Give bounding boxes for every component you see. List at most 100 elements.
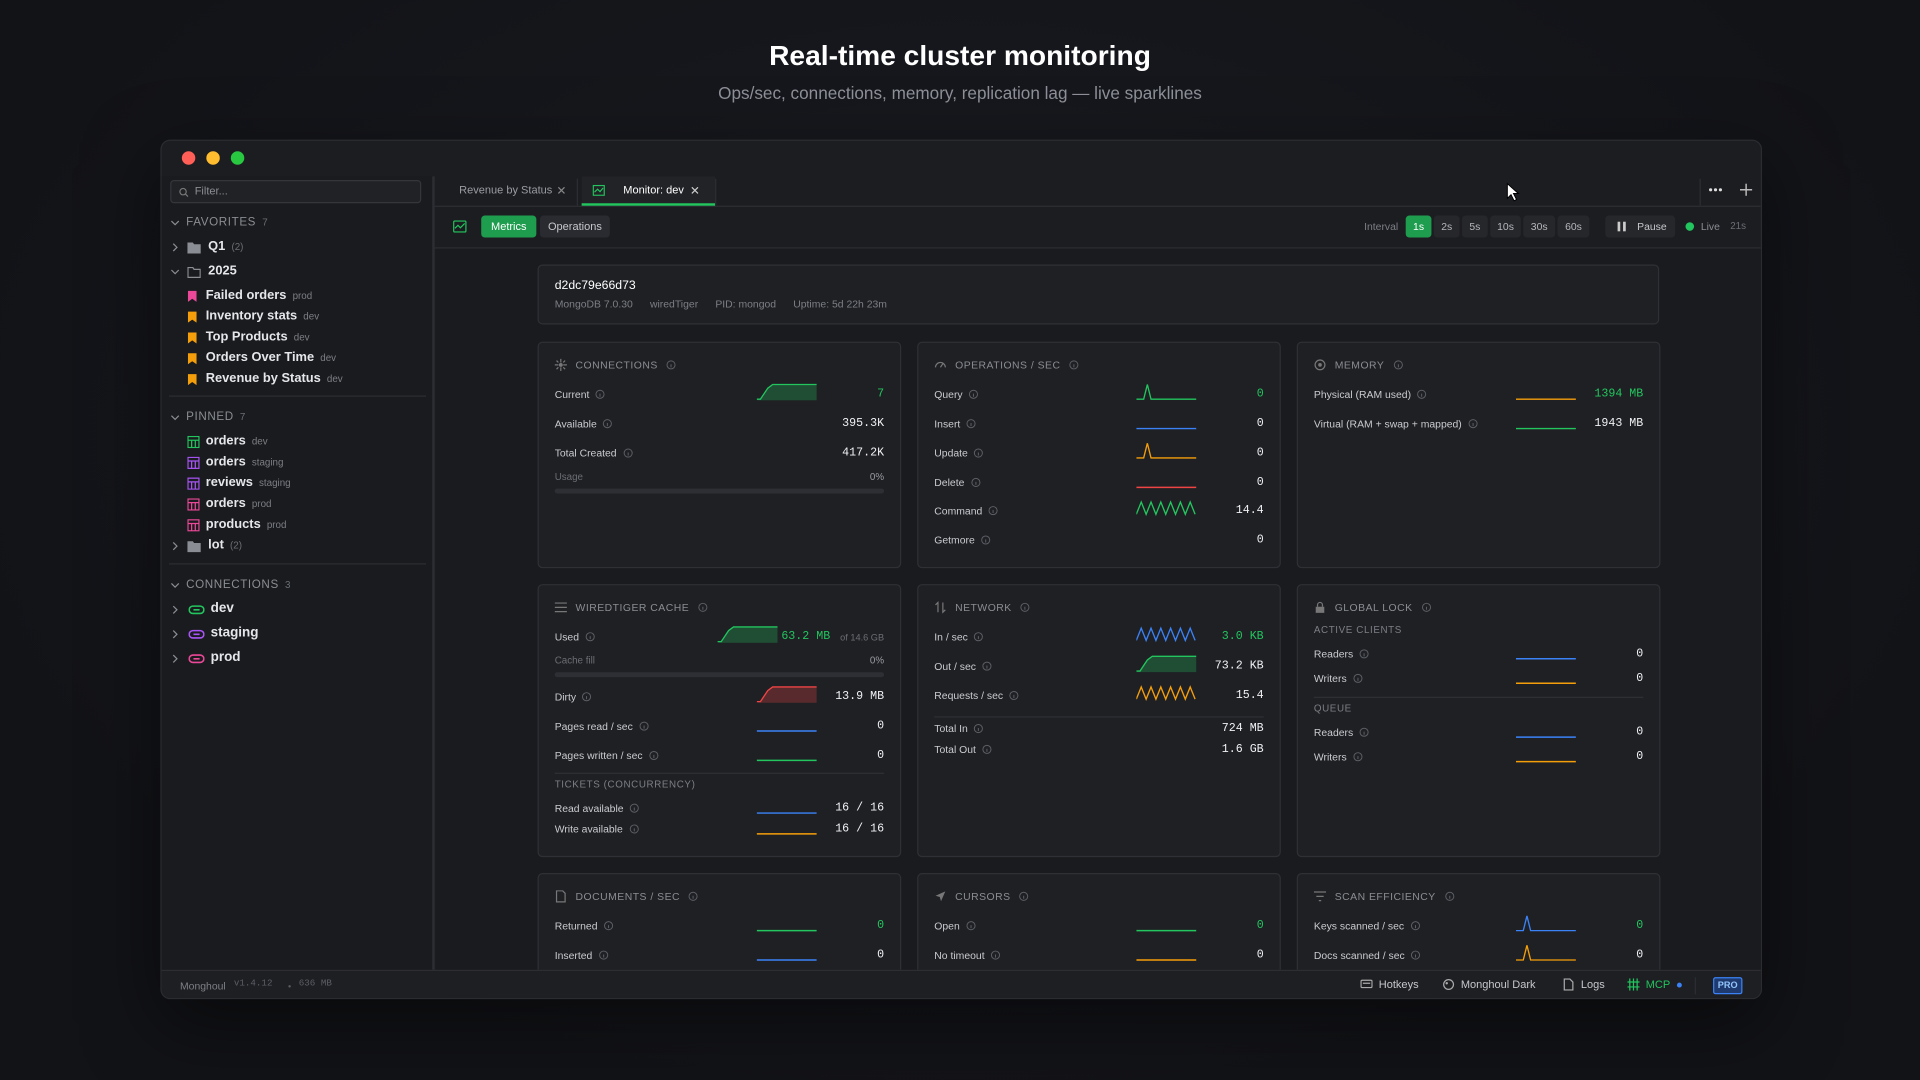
status-icon — [1443, 978, 1455, 991]
tab[interactable]: Revenue by Status — [459, 183, 553, 196]
interval-button[interactable]: 1s — [1405, 215, 1432, 238]
sidebar-item[interactable]: dev — [211, 601, 234, 616]
info-icon-part — [595, 389, 605, 399]
item-env: prod — [251, 498, 272, 510]
item-label: orders — [205, 454, 246, 469]
monitor-icon — [453, 220, 467, 233]
metric-value: 13.9 MB — [835, 689, 885, 703]
sidebar-item[interactable]: products prod — [206, 517, 287, 532]
metric-card: DOCUMENTS / SEC Returned 0 Inserted 0 — [537, 873, 902, 970]
sparkline-part — [1515, 915, 1576, 932]
chevron — [170, 583, 180, 589]
status-item[interactable]: Monghoul Dark — [1442, 978, 1536, 991]
metric-label: Available — [554, 417, 597, 430]
interval-button[interactable]: 2s — [1433, 215, 1460, 238]
sidebar-item[interactable]: prod — [211, 650, 241, 665]
sparkline — [756, 929, 817, 932]
metric-row-label: Current — [555, 388, 606, 400]
folder-row[interactable]: 2025 — [208, 263, 237, 278]
zoom-dot[interactable] — [230, 151, 245, 165]
status-item[interactable]: MCP — [1627, 978, 1682, 991]
live-label: Live — [1700, 220, 1720, 233]
metric-label: Write available — [554, 822, 623, 836]
metric-label: Getmore — [934, 533, 975, 547]
folder-row[interactable]: lot (2) — [208, 538, 242, 553]
sparkline-part — [1136, 656, 1197, 673]
sidebar-item[interactable]: staging — [211, 626, 259, 641]
status-label: Monghoul Dark — [1460, 978, 1536, 991]
info-icon-part — [982, 744, 992, 754]
sidebar-item[interactable]: orders staging — [206, 454, 284, 469]
sidebar-item[interactable]: Revenue by Status dev — [206, 371, 343, 386]
info-icon-part — [688, 891, 699, 901]
sidebar-item[interactable]: orders prod — [206, 496, 272, 511]
interval-button[interactable]: 30s — [1523, 215, 1556, 238]
window-controls — [181, 151, 245, 165]
minimize-dot[interactable] — [206, 151, 220, 165]
tab[interactable]: Monitor: dev — [623, 183, 684, 196]
info-icon-part — [666, 360, 676, 370]
status-dot — [1676, 982, 1682, 987]
item-env: dev — [326, 373, 343, 385]
sidebar-item[interactable]: reviews staging — [206, 475, 291, 490]
sparkline — [756, 383, 817, 401]
info-icon — [1020, 602, 1030, 612]
host-card: d2dc79e66d73 MongoDB 7.0.30 wiredTiger PID:… — [537, 264, 1660, 325]
status-item[interactable]: Logs — [1562, 978, 1605, 991]
info-icon — [623, 448, 633, 458]
item-label: Revenue by Status — [205, 371, 321, 386]
item-env: dev — [320, 352, 337, 364]
info-icon — [666, 360, 676, 370]
info-icon — [603, 419, 613, 429]
metric-label: Cache fill — [554, 655, 595, 667]
interval-button[interactable]: 60s — [1557, 215, 1590, 238]
card-divider — [934, 716, 1264, 718]
sidebar-item[interactable]: orders dev — [206, 433, 268, 448]
metric-row-label: Used — [555, 631, 595, 643]
sparkline — [756, 833, 817, 835]
metric-label: Inserted — [554, 948, 593, 962]
filter-input[interactable]: Filter... — [170, 180, 422, 204]
sidebar-item[interactable]: Top Products dev — [206, 329, 310, 344]
more-menu-part — [1713, 188, 1718, 192]
live-dot-part — [1685, 222, 1695, 231]
status-item[interactable]: Hotkeys — [1360, 978, 1419, 991]
interval-button[interactable]: 5s — [1462, 215, 1488, 238]
info-icon-part — [698, 602, 708, 612]
info-icon-part — [629, 824, 639, 834]
info-icon — [649, 750, 659, 761]
sidebar-item[interactable]: Failed orders prod — [206, 288, 312, 303]
view-toggle[interactable]: Metrics — [481, 215, 537, 238]
view-toggle[interactable]: Operations — [540, 215, 610, 238]
info-icon-part — [649, 750, 659, 761]
info-icon-part — [974, 448, 984, 458]
metric-label: Pages read / sec — [554, 720, 633, 733]
search-icon-part — [179, 187, 187, 196]
metric-value: 3.0 KB — [1221, 629, 1264, 643]
info-icon-part — [585, 632, 595, 642]
info-icon-part — [603, 419, 613, 429]
pro-badge[interactable]: PRO — [1713, 977, 1743, 995]
interval-button[interactable]: 10s — [1490, 215, 1521, 238]
info-icon-part — [974, 724, 984, 734]
sparkline — [1515, 682, 1576, 684]
sidebar-item[interactable]: Orders Over Time dev — [206, 350, 336, 365]
metric-value: 0 — [1636, 918, 1644, 932]
pause-button[interactable]: Pause — [1605, 215, 1676, 238]
connection-icon — [188, 654, 205, 664]
metric-label: Insert — [934, 417, 961, 430]
metric-value: 0 — [1636, 671, 1644, 685]
metric-label: Update — [934, 446, 968, 460]
metric-label: Virtual (RAM + swap + mapped) — [1313, 417, 1462, 430]
close-dot[interactable] — [181, 151, 196, 165]
info-icon — [585, 632, 595, 642]
folder-row[interactable]: Q1 (2) — [208, 239, 243, 254]
card-icon — [1314, 359, 1326, 371]
card-icon-part — [1316, 601, 1324, 607]
sparkline — [1136, 655, 1197, 673]
pro-label: PRO — [1717, 979, 1738, 991]
sidebar-item[interactable]: Inventory stats dev — [206, 309, 319, 324]
sparkline-part — [1136, 626, 1196, 643]
